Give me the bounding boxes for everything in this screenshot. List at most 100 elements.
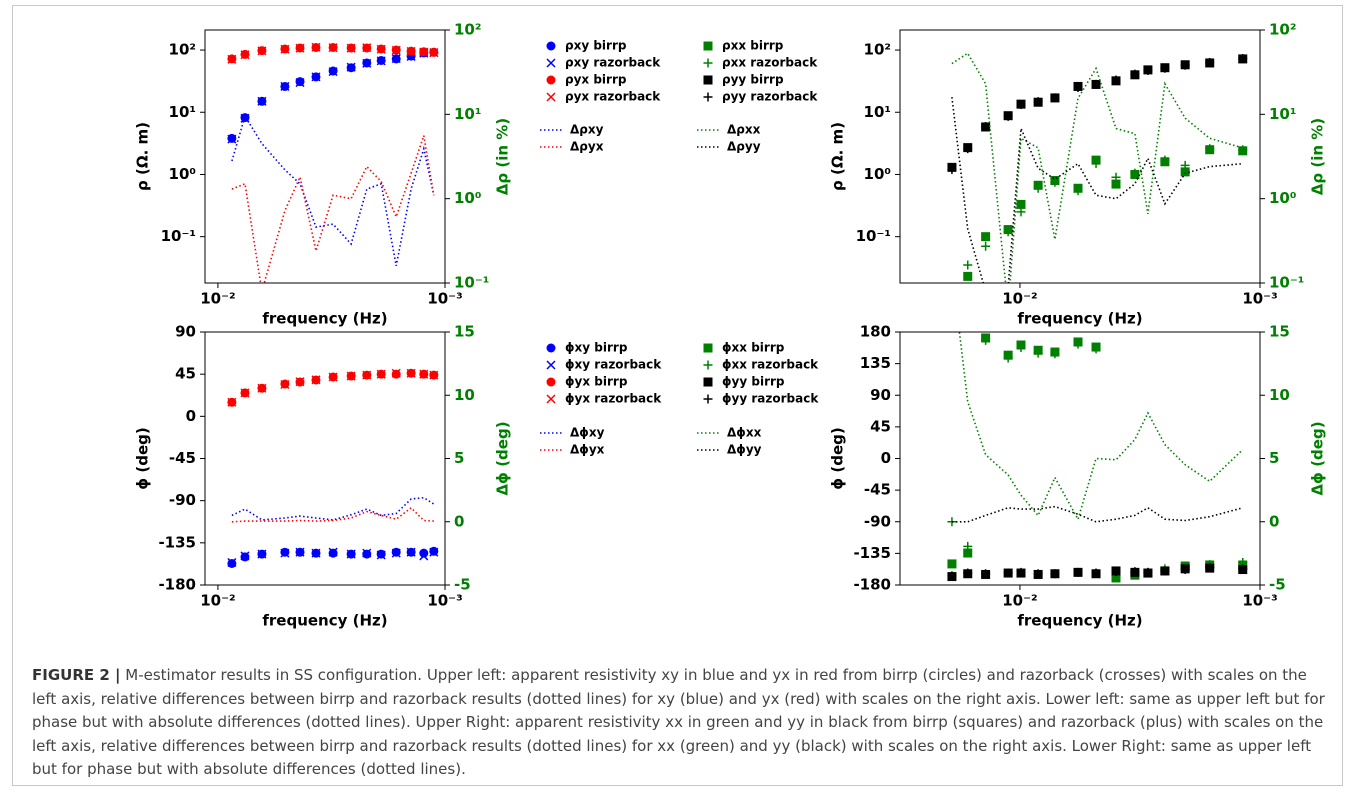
- marker-cross: [419, 551, 429, 561]
- legend-label: ρyx razorback: [565, 90, 661, 104]
- marker-plus: [1130, 168, 1140, 178]
- marker-cross: [346, 549, 356, 559]
- marker-plus: [1050, 569, 1060, 579]
- marker-cross: [328, 372, 338, 382]
- marker-plus: [1091, 568, 1101, 578]
- marker-cross: [311, 375, 321, 385]
- legend-label: ϕyy birrp: [722, 375, 785, 389]
- marker-cross: [295, 547, 305, 557]
- marker-plus: [981, 569, 991, 579]
- marker-cross: [406, 46, 416, 56]
- marker-plus: [1160, 63, 1170, 73]
- legend-label: Δϕyy: [727, 443, 762, 457]
- marker-cross: [391, 368, 401, 378]
- plot-area: [947, 52, 1248, 283]
- marker-cross: [419, 369, 429, 379]
- plot-area: [227, 368, 439, 568]
- marker-plus: [963, 541, 973, 551]
- y2-tick-label: 5: [1269, 449, 1279, 467]
- x-tick-label: 10⁻³: [1242, 592, 1277, 610]
- legend-label: ϕyy razorback: [722, 392, 819, 406]
- figure-frame: [12, 5, 1343, 786]
- diff-line: [231, 496, 435, 521]
- marker-cross: [257, 96, 267, 106]
- marker-cross: [311, 72, 321, 82]
- marker-cross: [257, 46, 267, 56]
- marker-cross: [391, 45, 401, 55]
- marker-plus: [1033, 348, 1043, 358]
- y2-tick-label: 10²: [1269, 21, 1296, 39]
- legend-label: ρxy birrp: [565, 39, 627, 53]
- y2-tick-label: 10²: [454, 21, 481, 39]
- marker-plus: [1016, 342, 1026, 352]
- y2-tick-label: -5: [1269, 576, 1286, 594]
- legend-swatch: [703, 92, 713, 102]
- marker-plus: [981, 122, 991, 132]
- marker-plus: [1016, 207, 1026, 217]
- marker-cross: [346, 371, 356, 381]
- marker-plus: [1091, 79, 1101, 89]
- marker-plus: [1073, 82, 1083, 92]
- legend-swatch: [703, 41, 713, 51]
- legend-label: ρyy razorback: [722, 90, 818, 104]
- marker-plus: [1130, 567, 1140, 577]
- diff-line: [951, 52, 1243, 283]
- x-tick-label: 10⁻²: [1002, 290, 1037, 308]
- y2-axis-label: Δρ (in %): [494, 118, 512, 195]
- marker-plus: [1143, 567, 1153, 577]
- y-tick-label: 180: [860, 323, 891, 341]
- marker-plus: [1003, 227, 1013, 237]
- marker-plus: [1205, 58, 1215, 68]
- marker-cross: [295, 43, 305, 53]
- y-tick-label: -180: [853, 576, 891, 594]
- marker-plus: [1238, 564, 1248, 574]
- marker-plus: [1160, 155, 1170, 165]
- legend-label: ϕxx birrp: [722, 341, 785, 355]
- x-axis-label: frequency (Hz): [1017, 310, 1142, 328]
- y-tick-label: 10²: [864, 41, 891, 59]
- legend-label: ϕxx razorback: [722, 358, 819, 372]
- y-axis-label: ϕ (deg): [134, 427, 152, 490]
- marker-square: [947, 559, 957, 569]
- y-tick-label: 10¹: [864, 103, 891, 121]
- legend-swatch: [546, 360, 556, 370]
- marker-cross: [376, 56, 386, 66]
- diff-line: [231, 135, 435, 283]
- marker-cross: [429, 48, 439, 58]
- marker-square: [1111, 179, 1121, 189]
- marker-cross: [406, 547, 416, 557]
- marker-circle: [419, 548, 429, 558]
- y2-tick-label: 0: [1269, 512, 1279, 530]
- x-axis-label: frequency (Hz): [1017, 612, 1142, 630]
- marker-cross: [240, 50, 250, 60]
- marker-plus: [1111, 567, 1121, 577]
- y-tick-label: 10²: [169, 41, 196, 59]
- x-tick-label: 10⁻³: [1242, 290, 1277, 308]
- legend-swatch: [546, 58, 556, 68]
- marker-plus: [1180, 160, 1190, 170]
- legend-swatch: [703, 394, 713, 404]
- legend-label: Δρyx: [570, 140, 604, 154]
- legend-label: ϕyx razorback: [565, 392, 662, 406]
- marker-square: [1180, 167, 1190, 177]
- y2-axis-label: Δϕ (deg): [494, 421, 512, 495]
- marker-cross: [311, 548, 321, 558]
- legend-swatch: [546, 343, 556, 353]
- caption-text: M-estimator results in SS configuration.…: [32, 666, 1325, 778]
- marker-cross: [346, 43, 356, 53]
- marker-cross: [227, 397, 237, 407]
- y2-tick-label: 10⁰: [454, 189, 481, 207]
- marker-plus: [947, 165, 957, 175]
- plot-frame: [899, 331, 1261, 586]
- marker-square: [963, 271, 973, 281]
- legend-swatch: [703, 343, 713, 353]
- y2-tick-label: 15: [1269, 323, 1290, 341]
- marker-cross: [391, 54, 401, 64]
- x-axis-label: frequency (Hz): [262, 310, 387, 328]
- diff-line: [951, 505, 1243, 523]
- marker-cross: [227, 134, 237, 144]
- legend-swatch: [546, 75, 556, 85]
- marker-cross: [240, 551, 250, 561]
- marker-plus: [1003, 111, 1013, 121]
